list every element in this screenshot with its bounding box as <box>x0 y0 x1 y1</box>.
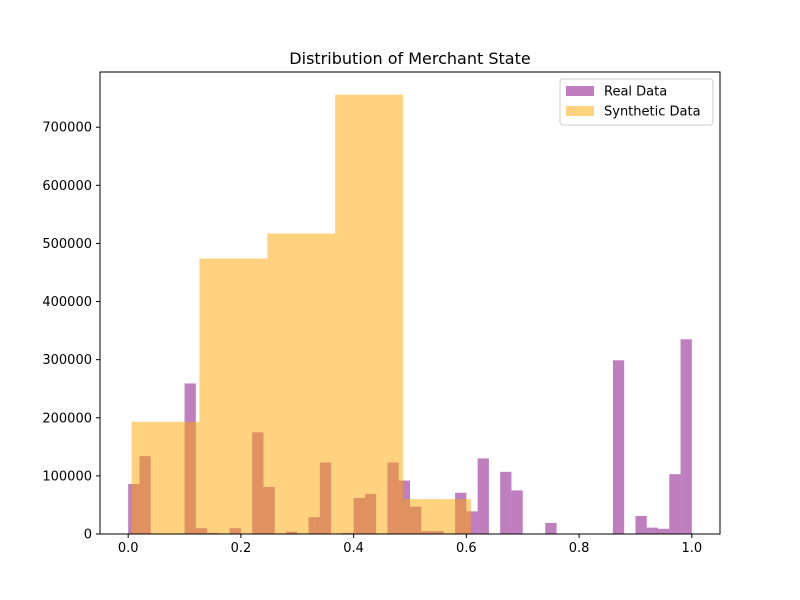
bar-series1-30 <box>680 339 692 534</box>
x-tick-label-4: 0.8 <box>569 541 590 556</box>
bar-series2-1 <box>199 258 268 534</box>
y-tick-label-2: 200000 <box>42 411 92 426</box>
bar-series1-23 <box>511 490 523 534</box>
legend-label-1: Real Data <box>604 85 667 100</box>
x-tick-label-1: 0.2 <box>231 541 252 556</box>
bar-series1-29 <box>669 474 681 534</box>
bar-series1-25 <box>612 360 625 534</box>
y-tick-label-3: 300000 <box>42 353 92 368</box>
bar-series1-22 <box>500 471 512 534</box>
legend-swatch-2 <box>566 106 594 116</box>
axes-layer: 0.0 0.2 0.4 0.6 0.8 1.0 0 100000 200000 300000 400… <box>42 71 721 556</box>
y-tick-label-0: 0 <box>84 528 92 543</box>
chart-title: Distribution of Merchant State <box>289 49 530 68</box>
legend: Real Data Synthetic Data <box>559 78 714 126</box>
bar-series2-3 <box>335 94 404 534</box>
bar-series1-24 <box>545 522 557 534</box>
x-tick-label-0: 0.0 <box>118 541 139 556</box>
x-tick-label-3: 0.6 <box>456 541 477 556</box>
legend-box <box>559 78 714 126</box>
y-tick-label-6: 600000 <box>42 179 92 194</box>
bars-layer <box>128 94 692 534</box>
y-tick-label-5: 500000 <box>42 237 92 252</box>
y-tick-label-7: 700000 <box>42 121 92 136</box>
y-tick-label-4: 400000 <box>42 295 92 310</box>
y-tick-label-1: 100000 <box>42 469 92 484</box>
bar-series1-28 <box>658 528 670 534</box>
bar-series1-20 <box>466 511 478 534</box>
x-tick-label-2: 0.4 <box>343 541 364 556</box>
legend-swatch-1 <box>566 86 594 96</box>
bar-series2-2 <box>267 233 336 534</box>
x-tick-label-5: 1.0 <box>681 541 702 556</box>
legend-label-2: Synthetic Data <box>604 105 701 120</box>
bar-series2-4 <box>403 499 471 534</box>
bar-series1-21 <box>477 458 489 534</box>
bar-series1-27 <box>646 527 658 534</box>
bar-series1-26 <box>635 515 647 534</box>
plot-frame <box>99 71 721 535</box>
bar-series2-0 <box>131 421 200 534</box>
